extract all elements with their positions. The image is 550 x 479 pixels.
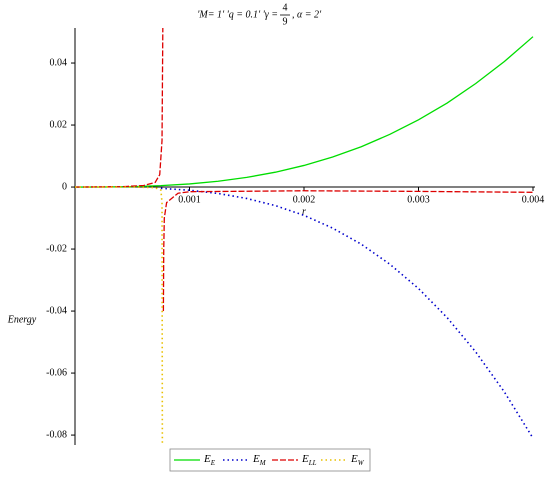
y-tick-label: 0 bbox=[62, 181, 67, 192]
legend-label: EW bbox=[350, 453, 365, 467]
legend-label: EE bbox=[203, 453, 216, 467]
legend-subscript: M bbox=[259, 459, 267, 467]
y-tick-label: 0.04 bbox=[50, 57, 68, 68]
legend-name: E bbox=[252, 453, 260, 465]
legend-name: E bbox=[301, 453, 309, 465]
x-tick-label: 0.004 bbox=[522, 194, 545, 205]
title-text: 'M= 1' 'q = 0.1' 'γ = bbox=[197, 9, 278, 20]
legend-subscript: LL bbox=[308, 459, 317, 467]
y-tick-label: -0.08 bbox=[46, 429, 67, 440]
series-line bbox=[75, 28, 534, 312]
title-numerator: 4 bbox=[283, 2, 288, 13]
title-suffix: , α = 2' bbox=[292, 9, 322, 20]
x-tick-label: 0.003 bbox=[407, 194, 430, 205]
legend-box bbox=[169, 448, 371, 472]
legend-name: E bbox=[350, 453, 358, 465]
chart-title: 'M= 1' 'q = 0.1' 'γ = 4 9 , α = 2' bbox=[197, 2, 322, 27]
y-axis-label: Energy bbox=[7, 314, 37, 325]
x-tick-label: 0.002 bbox=[293, 194, 316, 205]
series-line bbox=[75, 186, 164, 445]
y-tick-label: -0.02 bbox=[46, 243, 67, 254]
legend-label: EM bbox=[252, 453, 267, 467]
series-line bbox=[75, 36, 534, 188]
legend-name: E bbox=[203, 453, 211, 465]
y-tick-label: 0.02 bbox=[50, 119, 68, 130]
title-denominator: 9 bbox=[283, 16, 288, 27]
legend-subscript: W bbox=[358, 459, 365, 467]
series-line bbox=[160, 187, 534, 439]
plot-area bbox=[75, 28, 534, 445]
legend-subscript: E bbox=[210, 459, 216, 467]
x-tick-label: 0.001 bbox=[178, 194, 201, 205]
legend-label: ELL bbox=[301, 453, 317, 467]
y-tick-label: -0.04 bbox=[46, 305, 67, 316]
x-axis-label: r bbox=[302, 206, 306, 217]
y-tick-label: -0.06 bbox=[46, 367, 67, 378]
